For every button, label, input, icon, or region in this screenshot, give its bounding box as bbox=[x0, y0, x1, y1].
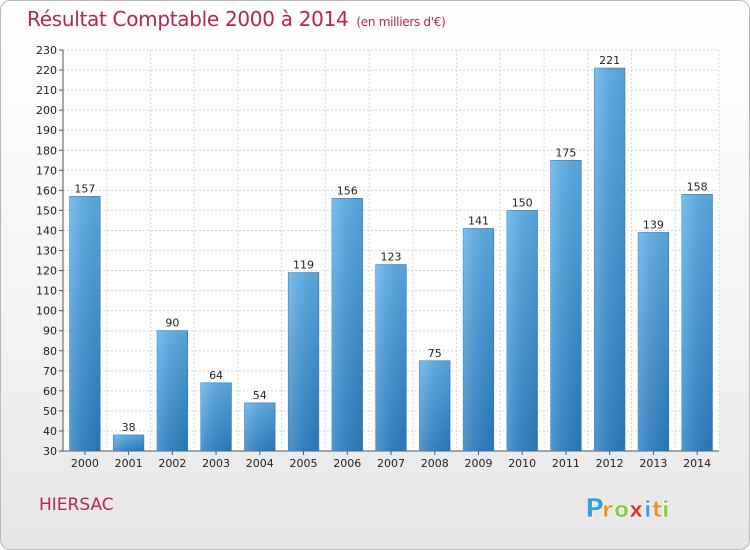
y-tick-label: 50 bbox=[43, 405, 57, 418]
logo-letter: o bbox=[614, 498, 629, 523]
data-label-2012: 221 bbox=[599, 54, 620, 67]
x-tick-label-2009: 2009 bbox=[464, 457, 492, 470]
bar-shade-2003 bbox=[200, 382, 232, 451]
x-tick-label-2008: 2008 bbox=[421, 457, 449, 470]
y-tick-label: 190 bbox=[36, 124, 57, 137]
y-tick-label: 30 bbox=[43, 445, 57, 458]
x-tick-label-2004: 2004 bbox=[246, 457, 274, 470]
data-label-2007: 123 bbox=[381, 251, 402, 264]
bar-shade-2000 bbox=[69, 196, 101, 451]
x-tick-label-2014: 2014 bbox=[683, 457, 711, 470]
x-tick-label-2011: 2011 bbox=[552, 457, 580, 470]
bar-shade-2002 bbox=[157, 330, 188, 451]
commune-name: HIERSAC bbox=[39, 495, 114, 515]
x-tick-label-2006: 2006 bbox=[333, 457, 361, 470]
x-tick-label-2000: 2000 bbox=[71, 457, 99, 470]
logo-letter: P bbox=[585, 494, 604, 524]
bar-shade-2012 bbox=[594, 68, 625, 452]
data-label-2011: 175 bbox=[555, 146, 576, 159]
y-tick-label: 180 bbox=[36, 144, 57, 157]
proxiti-logo: Pr o x i t i bbox=[585, 494, 670, 525]
bar-shade-2007 bbox=[375, 264, 407, 451]
x-tick-label-2007: 2007 bbox=[377, 457, 405, 470]
y-tick-label: 70 bbox=[43, 365, 57, 378]
chart-title: Résultat Comptable 2000 à 2014 (en millie… bbox=[27, 7, 446, 31]
bar-shade-2011 bbox=[550, 160, 582, 451]
y-tick-label: 120 bbox=[36, 265, 57, 278]
x-tick-label-2013: 2013 bbox=[639, 457, 667, 470]
x-tick-label-2010: 2010 bbox=[508, 457, 536, 470]
data-label-2014: 158 bbox=[687, 180, 708, 193]
bar-shade-2013 bbox=[638, 232, 669, 451]
x-tick-label-2012: 2012 bbox=[596, 457, 624, 470]
data-label-2009: 141 bbox=[468, 214, 489, 227]
bar-shade-2004 bbox=[244, 402, 276, 451]
data-label-2001: 38 bbox=[122, 421, 136, 434]
y-tick-label: 90 bbox=[43, 325, 57, 338]
y-tick-label: 230 bbox=[36, 44, 57, 57]
y-tick-label: 140 bbox=[36, 224, 57, 237]
y-tick-label: 100 bbox=[36, 305, 57, 318]
logo-letter: i bbox=[644, 498, 652, 523]
data-label-2008: 75 bbox=[428, 347, 442, 360]
data-label-2005: 119 bbox=[293, 259, 314, 272]
y-tick-label: 160 bbox=[36, 184, 57, 197]
bar-shade-2009 bbox=[463, 228, 494, 451]
bar-shade-2010 bbox=[506, 210, 538, 451]
bar-shade-2014 bbox=[681, 194, 713, 452]
y-tick-label: 40 bbox=[43, 425, 57, 438]
data-label-2002: 90 bbox=[165, 317, 179, 330]
data-label-2006: 156 bbox=[337, 184, 358, 197]
bar-shade-2005 bbox=[288, 272, 319, 451]
x-tick-label-2002: 2002 bbox=[158, 457, 186, 470]
data-label-2010: 150 bbox=[512, 196, 533, 209]
y-tick-label: 220 bbox=[36, 64, 57, 77]
x-tick-label-2003: 2003 bbox=[202, 457, 230, 470]
bar-shade-2008 bbox=[419, 360, 451, 451]
chart-title-text: Résultat Comptable 2000 à 2014 bbox=[27, 7, 349, 31]
y-tick-label: 170 bbox=[36, 164, 57, 177]
y-tick-label: 150 bbox=[36, 204, 57, 217]
data-label-2000: 157 bbox=[74, 182, 95, 195]
logo-letter: t bbox=[652, 498, 663, 523]
y-tick-label: 130 bbox=[36, 245, 57, 258]
y-tick-label: 60 bbox=[43, 385, 57, 398]
chart-subtitle: (en milliers d'€) bbox=[356, 15, 446, 29]
data-label-2004: 54 bbox=[253, 389, 267, 402]
logo-letter: x bbox=[629, 498, 643, 523]
bar-shade-2006 bbox=[331, 198, 363, 451]
data-label-2003: 64 bbox=[209, 369, 223, 382]
logo-letter: r bbox=[602, 498, 613, 523]
y-tick-label: 210 bbox=[36, 84, 57, 97]
x-tick-label-2005: 2005 bbox=[290, 457, 318, 470]
data-label-2013: 139 bbox=[643, 218, 664, 231]
logo-letter: i bbox=[662, 498, 670, 523]
y-tick-label: 110 bbox=[36, 285, 57, 298]
bar-shade-2001 bbox=[113, 434, 144, 451]
x-tick-label-2001: 2001 bbox=[115, 457, 143, 470]
y-tick-label: 200 bbox=[36, 104, 57, 117]
y-tick-label: 80 bbox=[43, 345, 57, 358]
